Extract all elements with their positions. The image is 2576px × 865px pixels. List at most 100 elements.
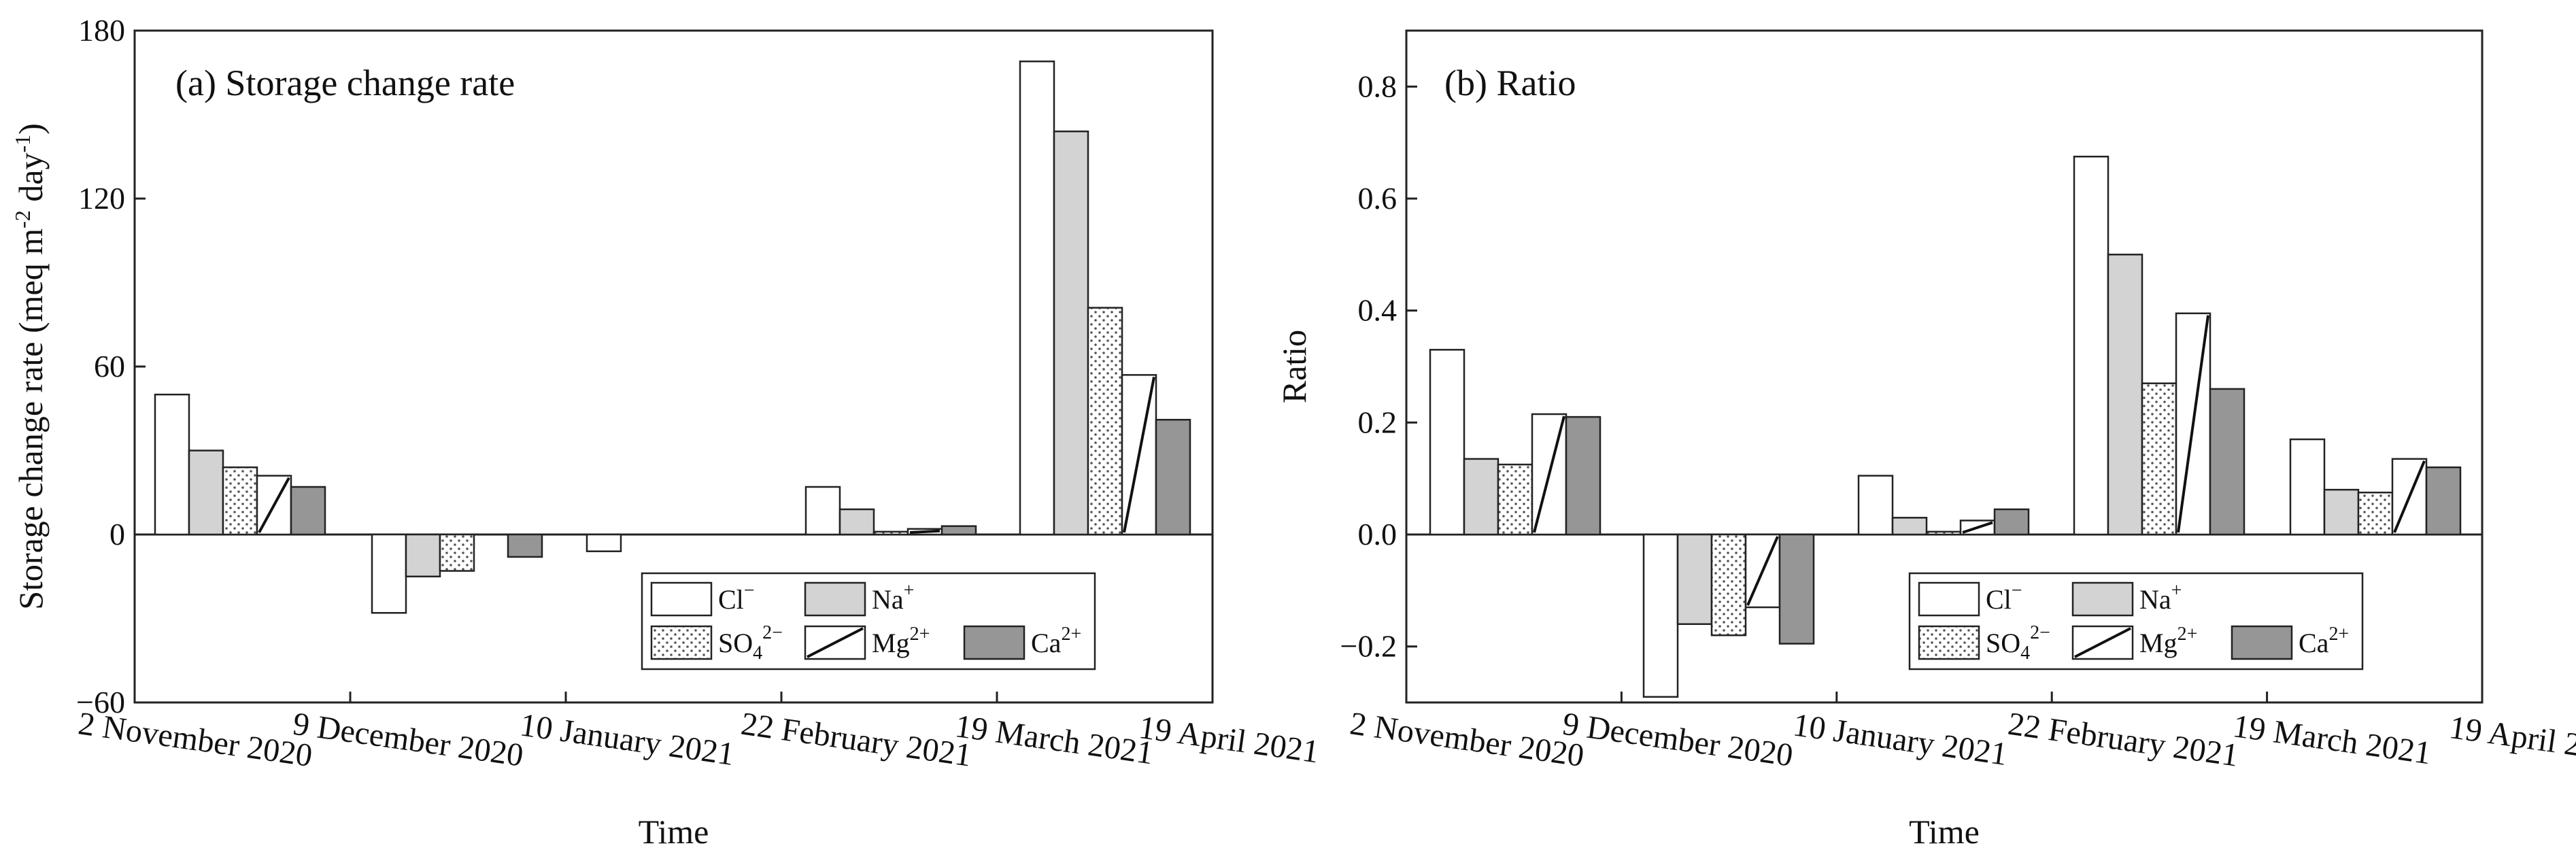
bar-ca-0 bbox=[1565, 415, 1601, 536]
x-tick-label: 22 February 2021 bbox=[2005, 706, 2240, 774]
bar-mg-0-hatch bbox=[258, 477, 290, 533]
legend-label-sup: + bbox=[904, 580, 915, 601]
legend-swatch-na bbox=[804, 581, 866, 617]
bar-cl-4 bbox=[1019, 61, 1055, 536]
y-tick-label: 0 bbox=[109, 517, 125, 552]
bar-na-4 bbox=[1053, 130, 1089, 536]
bar-mg-2-hatch bbox=[1962, 521, 1993, 534]
legend-label-base: SO bbox=[718, 628, 753, 658]
legend-swatch-na bbox=[2071, 581, 2134, 617]
bar-na-4 bbox=[2323, 488, 2360, 536]
x-tick-label: 19 March 2021 bbox=[2231, 708, 2433, 771]
y-tick-label: 0.6 bbox=[1358, 181, 1397, 216]
bar-so4-3 bbox=[2141, 382, 2177, 536]
legend-label-mg: Mg2+ bbox=[2139, 624, 2197, 658]
legend-label-base: Mg bbox=[872, 628, 910, 658]
legend-label-base: Cl bbox=[718, 584, 744, 615]
y-axis-title-part: day bbox=[12, 153, 50, 211]
legend-label-base: Ca bbox=[2299, 628, 2329, 658]
legend-label-sup: − bbox=[2012, 580, 2022, 601]
bar-cl-2 bbox=[586, 533, 622, 552]
legend-label-sub: 4 bbox=[753, 643, 762, 664]
bar-ca-0 bbox=[290, 486, 326, 536]
y-axis-title: Storage change rate (meq m-2 day-1) bbox=[10, 123, 50, 610]
legend-swatch-ca bbox=[2231, 625, 2293, 660]
legend: Cl− Na+SO42− Mg2+ Ca2+ bbox=[1908, 572, 2364, 671]
legend-label-ca: Ca2+ bbox=[1031, 624, 1081, 658]
bar-ca-3 bbox=[940, 525, 977, 536]
legend-label-mg: Mg2+ bbox=[872, 624, 930, 658]
y-tick-label: −60 bbox=[76, 685, 125, 719]
legend-label-sup: 2+ bbox=[1061, 624, 1081, 645]
legend-label-base: Mg bbox=[2139, 628, 2177, 658]
x-tick-label: 9 December 2020 bbox=[1561, 706, 1795, 774]
bar-so4-0 bbox=[222, 466, 258, 536]
legend: Cl− Na+SO42− Mg2+ Ca2+ bbox=[641, 572, 1096, 671]
bar-cl-4 bbox=[2289, 438, 2326, 536]
bar-ca-2 bbox=[1993, 508, 2030, 536]
bar-na-2 bbox=[1891, 517, 1928, 536]
bar-ca-4 bbox=[2425, 466, 2462, 536]
x-tick-label: 2 November 2020 bbox=[76, 705, 315, 774]
y-axis-title-part: ) bbox=[12, 123, 50, 135]
y-tick-label: 0.8 bbox=[1358, 69, 1397, 103]
bar-ca-3 bbox=[2209, 388, 2245, 536]
legend-swatch-mg-hatch bbox=[807, 627, 864, 658]
bar-ca-1 bbox=[1778, 533, 1815, 645]
y-axis-title: Ratio bbox=[1275, 330, 1313, 403]
bar-ca-1 bbox=[507, 533, 543, 558]
legend-label-sup: 2− bbox=[2030, 622, 2050, 643]
x-tick-label: 10 January 2021 bbox=[1791, 707, 2010, 773]
bar-cl-0 bbox=[1429, 349, 1465, 536]
bar-so4-4 bbox=[1087, 307, 1123, 536]
panel-title: (a) Storage change rate bbox=[175, 63, 515, 103]
panel-title: (b) Ratio bbox=[1444, 63, 1576, 103]
x-tick-label: 19 April 2021 bbox=[1136, 709, 1321, 770]
plot-frame bbox=[1405, 29, 2484, 704]
bar-na-1 bbox=[1676, 533, 1713, 625]
bar-na-0 bbox=[188, 450, 224, 536]
bar-na-3 bbox=[2107, 254, 2143, 536]
legend-swatch-so4 bbox=[650, 625, 713, 660]
bar-so4-0 bbox=[1497, 463, 1533, 536]
bar-mg-1-hatch bbox=[1746, 536, 1779, 606]
x-tick-label: 9 December 2020 bbox=[291, 706, 526, 774]
x-axis-title: Time bbox=[1909, 813, 1980, 851]
x-tick-label: 22 February 2021 bbox=[739, 706, 973, 774]
y-tick-label: 0.0 bbox=[1358, 517, 1397, 552]
bar-na-0 bbox=[1463, 458, 1499, 536]
bar-so4-2 bbox=[1925, 530, 1962, 536]
legend-label-cl: Cl− bbox=[1986, 580, 2022, 615]
y-tick-label: 0.2 bbox=[1358, 405, 1397, 439]
x-tick-label: 19 April 2021 bbox=[2447, 709, 2576, 770]
bar-mg-4-hatch bbox=[2393, 460, 2426, 533]
bar-cl-1 bbox=[371, 533, 407, 614]
legend-label-sup: + bbox=[2171, 580, 2182, 601]
legend-label-sup: − bbox=[744, 580, 755, 601]
y-axis-title-sup: -2 bbox=[10, 210, 35, 228]
legend-label-base: Na bbox=[2139, 584, 2171, 615]
bar-mg-4-hatch bbox=[1123, 376, 1155, 533]
legend-swatch-cl bbox=[1918, 581, 1980, 617]
legend-label-cl: Cl− bbox=[718, 580, 755, 615]
legend-label-na: Na+ bbox=[872, 580, 914, 615]
y-tick-label: 0.4 bbox=[1358, 293, 1397, 328]
bar-cl-0 bbox=[154, 393, 190, 536]
bar-cl-2 bbox=[1857, 475, 1894, 536]
x-axis-title: Time bbox=[639, 813, 709, 851]
bar-so4-1 bbox=[1710, 533, 1747, 637]
legend-label-sup: 2+ bbox=[910, 624, 930, 645]
legend-label-so4: SO42− bbox=[718, 622, 783, 664]
legend-swatch-so4 bbox=[1918, 625, 1980, 660]
y-tick-label: −0.2 bbox=[1340, 629, 1397, 664]
bar-so4-1 bbox=[439, 533, 475, 572]
legend-label-na: Na+ bbox=[2139, 580, 2182, 615]
bar-so4-3 bbox=[872, 530, 909, 536]
legend-label-sup: 2− bbox=[762, 622, 783, 643]
legend-label-base: Cl bbox=[1986, 584, 2012, 615]
y-tick-label: 180 bbox=[78, 13, 125, 48]
x-tick-label: 2 November 2020 bbox=[1348, 705, 1587, 774]
legend-swatch-mg-hatch bbox=[2074, 627, 2131, 658]
